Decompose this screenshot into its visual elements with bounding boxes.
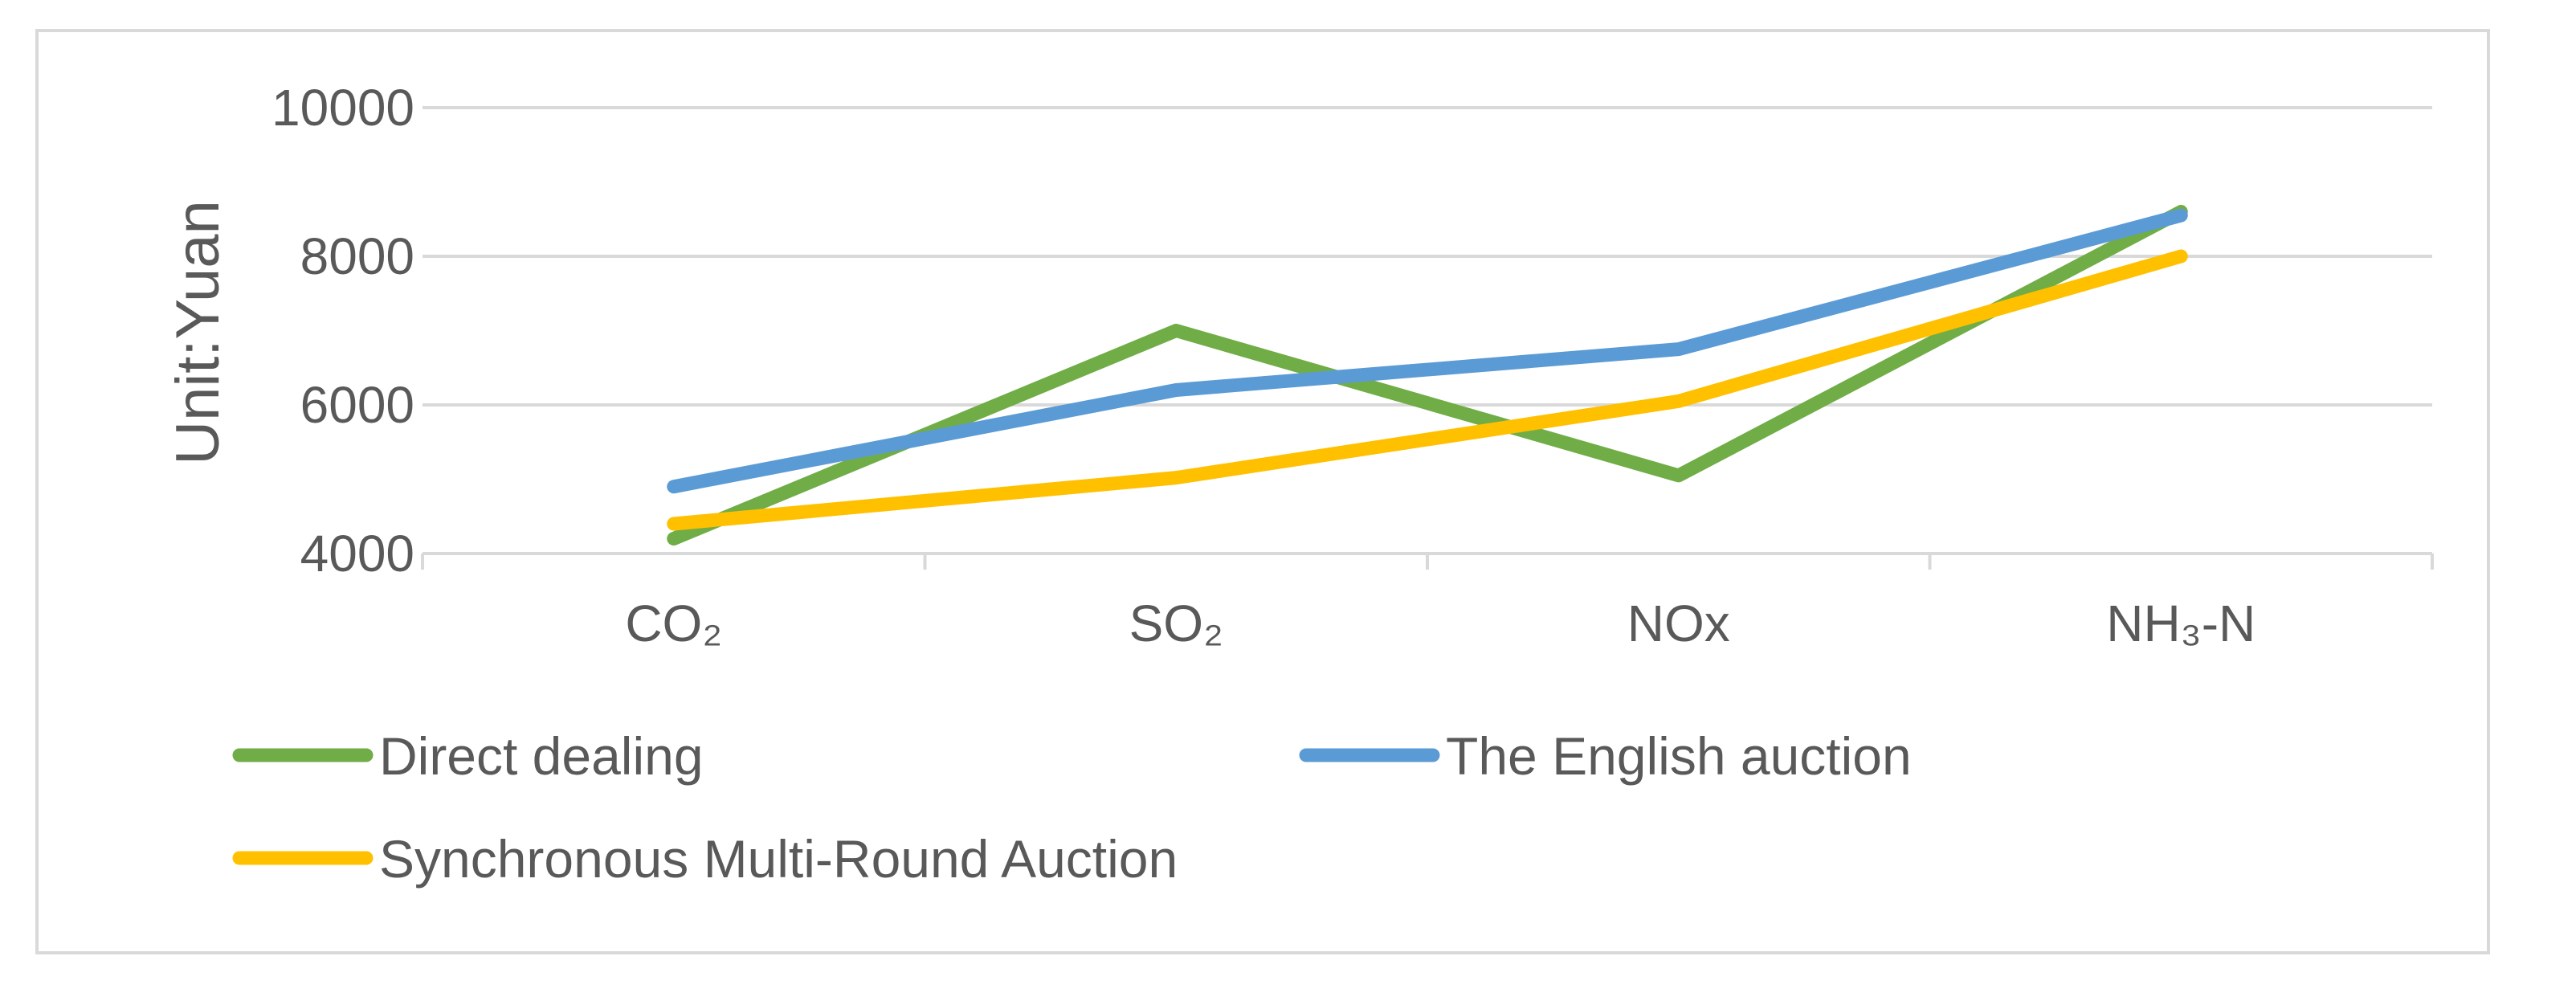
x-axis: CO₂ SO₂ NOx NH₃-N — [421, 552, 2434, 652]
line-chart: 4000 6000 8000 10000 CO₂ SO₂ NOx NH₃-N Unit:Yu… — [164, 79, 2434, 889]
legend: Direct dealing The English auction Synchro… — [232, 726, 1912, 889]
legend-label: Synchronous Multi-Round Auction — [379, 829, 1178, 889]
y-tick-label: 8000 — [300, 227, 414, 285]
series-lines — [667, 205, 2188, 546]
chart-frame: 4000 6000 8000 10000 CO₂ SO₂ NOx NH₃-N Unit:Yu… — [35, 29, 2490, 954]
x-tick-label: NOx — [1627, 595, 1730, 652]
legend-label: Direct dealing — [379, 726, 704, 786]
gridlines — [423, 106, 2432, 407]
y-tick-labels: 4000 6000 8000 10000 — [271, 79, 414, 582]
y-axis-label: Unit:Yuan — [164, 200, 232, 465]
series-line — [667, 249, 2188, 531]
legend-label: The English auction — [1446, 726, 1912, 786]
y-tick-label: 4000 — [300, 525, 414, 582]
x-tick-label: CO₂ — [625, 595, 722, 652]
y-tick-label: 6000 — [300, 376, 414, 434]
y-tick-label: 10000 — [271, 79, 414, 137]
x-tick-label: NH₃-N — [2106, 595, 2256, 652]
x-tick-label: SO₂ — [1129, 595, 1223, 652]
series-line — [667, 208, 2188, 494]
